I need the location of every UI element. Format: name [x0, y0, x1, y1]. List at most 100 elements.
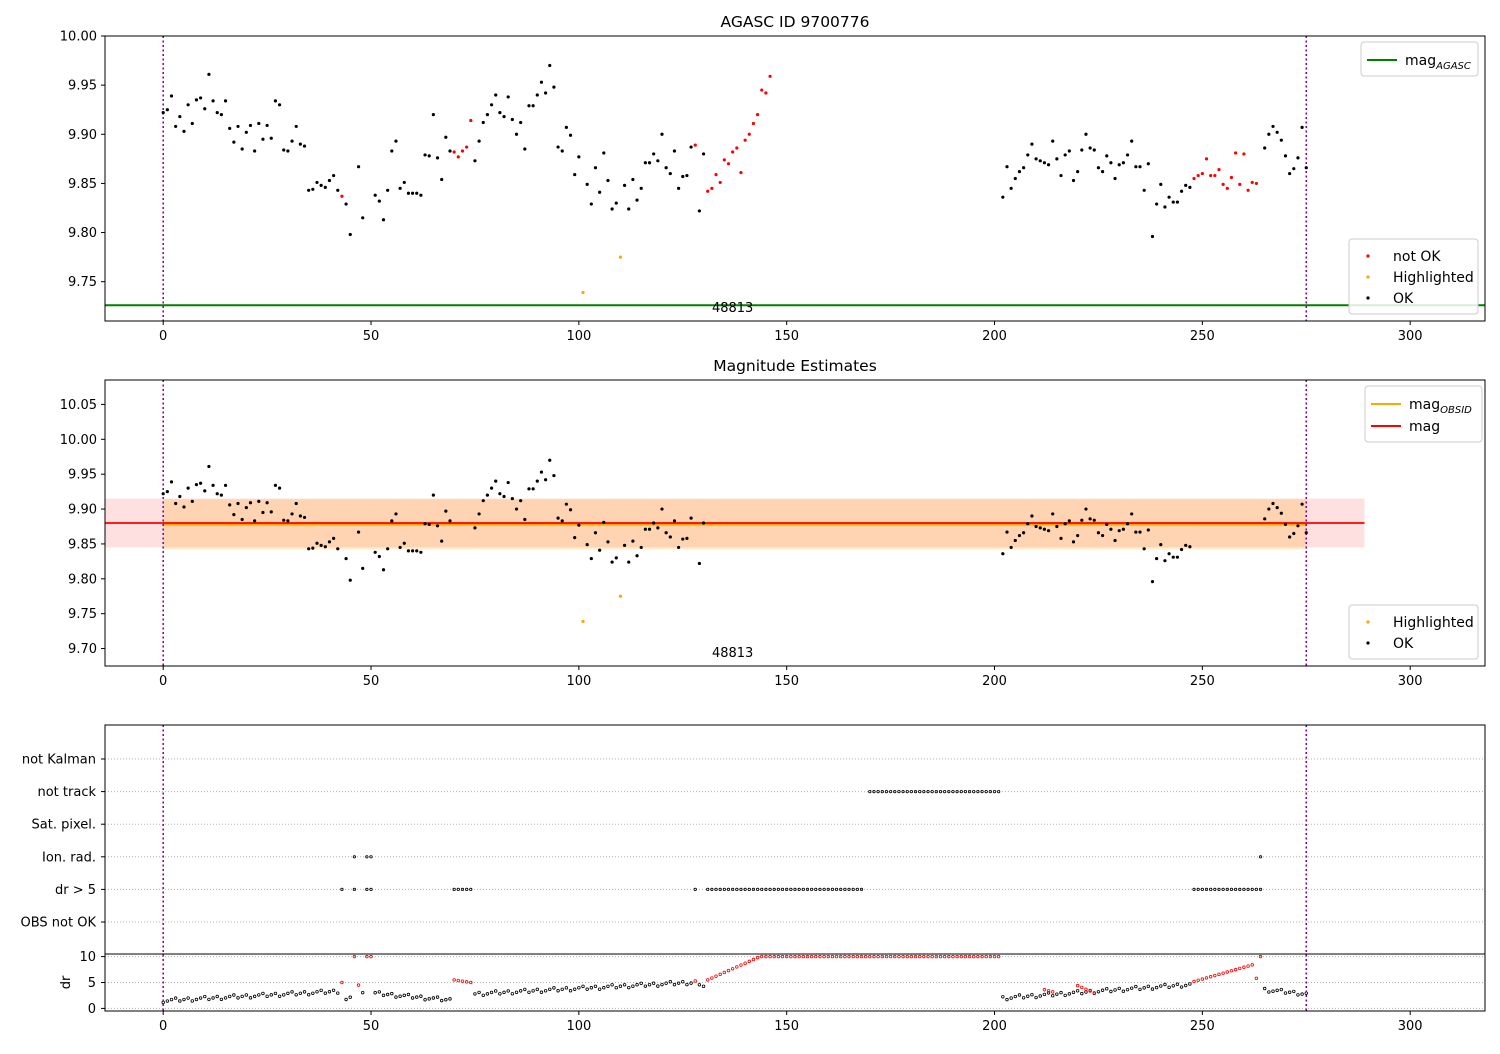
- flag-point: [926, 789, 930, 794]
- data-point-not-ok: [460, 149, 465, 153]
- dr-point: [685, 982, 689, 987]
- panel3-xtick-label: 300: [1398, 1019, 1423, 1034]
- panel2-point-legend: [1348, 604, 1479, 660]
- data-point-ok: [1076, 170, 1080, 174]
- data-point-ok: [427, 522, 431, 526]
- flag-point: [460, 887, 465, 892]
- dr-point: [1254, 976, 1259, 981]
- flag-point: [1254, 887, 1258, 892]
- data-point-ok: [1042, 527, 1046, 531]
- data-point-ok: [535, 479, 539, 483]
- dr-point: [614, 985, 618, 990]
- data-point-ok: [244, 506, 248, 510]
- data-point-ok: [386, 547, 390, 551]
- data-point-ok: [286, 519, 290, 523]
- data-point-ok: [1283, 154, 1288, 158]
- panel1-xtick-label: 0: [159, 329, 167, 344]
- data-point-not-ok: [1238, 182, 1242, 186]
- panel2-xtick-label: 200: [982, 674, 1007, 689]
- data-point-not-ok: [1204, 157, 1209, 161]
- panel1-points: [161, 63, 1308, 295]
- dr-point: [1196, 978, 1200, 982]
- data-point-not-ok: [1225, 186, 1229, 190]
- dr-point: [327, 990, 332, 994]
- data-point-ok: [677, 186, 681, 190]
- data-point-ok: [1022, 531, 1026, 535]
- dr-point: [1271, 989, 1275, 993]
- panel1-ytick-label: 9.95: [68, 79, 97, 94]
- data-point-ok: [614, 201, 618, 205]
- data-point-ok: [244, 130, 248, 134]
- data-point-ok: [1009, 186, 1013, 190]
- data-point-not-ok: [760, 88, 764, 92]
- flag-point: [793, 887, 797, 892]
- flag-point: [714, 887, 718, 892]
- data-point-not-ok: [726, 162, 731, 166]
- flag-point: [889, 789, 893, 794]
- data-point-ok: [236, 501, 240, 506]
- data-point-ok: [1175, 200, 1180, 204]
- data-point-ok: [273, 483, 278, 487]
- dr-point: [1188, 982, 1192, 986]
- data-point-ok: [290, 512, 294, 516]
- dr-point: [622, 983, 627, 987]
- data-point-ok: [435, 524, 440, 528]
- flag-point: [893, 789, 897, 794]
- flag-point: [847, 887, 851, 892]
- flag-point: [810, 887, 814, 892]
- data-point-ok: [298, 142, 302, 146]
- data-point-ok: [635, 554, 639, 558]
- data-point-ok: [1001, 195, 1005, 199]
- dr-point: [793, 954, 797, 959]
- dr-point: [726, 968, 731, 973]
- data-point-not-ok: [751, 121, 756, 126]
- dr-point: [884, 954, 889, 959]
- dr-point: [257, 993, 261, 997]
- dr-point: [1017, 993, 1022, 997]
- data-point-ok: [1171, 555, 1175, 559]
- data-point-ok: [1279, 511, 1283, 515]
- dr-point: [464, 980, 469, 984]
- data-point-ok: [1105, 154, 1109, 158]
- data-point-ok: [593, 531, 598, 535]
- flag-point: [1246, 887, 1250, 892]
- dr-point: [647, 982, 652, 987]
- dr-point: [627, 985, 631, 990]
- dr-point: [1159, 984, 1163, 988]
- dr-point: [298, 991, 303, 996]
- data-point-ok: [448, 519, 452, 523]
- flag-point: [972, 789, 976, 794]
- flag-point: [772, 887, 776, 892]
- dr-point: [676, 981, 681, 985]
- data-point-not-ok: [1209, 173, 1213, 178]
- data-point-ok: [1109, 527, 1113, 531]
- panel1-xtick-label: 250: [1190, 329, 1215, 344]
- data-point-ok: [394, 139, 398, 143]
- data-point-ok: [697, 561, 701, 566]
- dr-point: [888, 954, 893, 959]
- flag-row-label: Sat. pixel.: [32, 818, 96, 833]
- dr-point: [161, 1000, 165, 1005]
- dr-point: [365, 954, 369, 959]
- dr-point: [880, 954, 884, 959]
- data-point-ok: [631, 177, 635, 182]
- dr-point: [1121, 989, 1126, 993]
- data-point-not-ok: [764, 91, 768, 95]
- dr-point: [261, 991, 265, 996]
- data-point-ok: [1292, 531, 1296, 536]
- data-point-ok: [1030, 514, 1034, 518]
- data-point-ok: [635, 198, 639, 202]
- data-point-ok: [577, 155, 581, 159]
- panel3-xtick-label: 0: [159, 1019, 167, 1034]
- data-point-ok: [1296, 156, 1300, 160]
- data-point-ok: [178, 494, 182, 499]
- data-point-ok: [302, 515, 307, 520]
- data-point-ok: [1046, 529, 1051, 533]
- dr-point: [406, 992, 411, 997]
- data-point-ok: [386, 188, 390, 192]
- data-point-ok: [514, 507, 519, 511]
- data-point-not-ok: [718, 180, 722, 185]
- data-point-ok: [1059, 536, 1063, 540]
- data-point-ok: [1150, 579, 1155, 584]
- data-point-ok: [444, 509, 448, 513]
